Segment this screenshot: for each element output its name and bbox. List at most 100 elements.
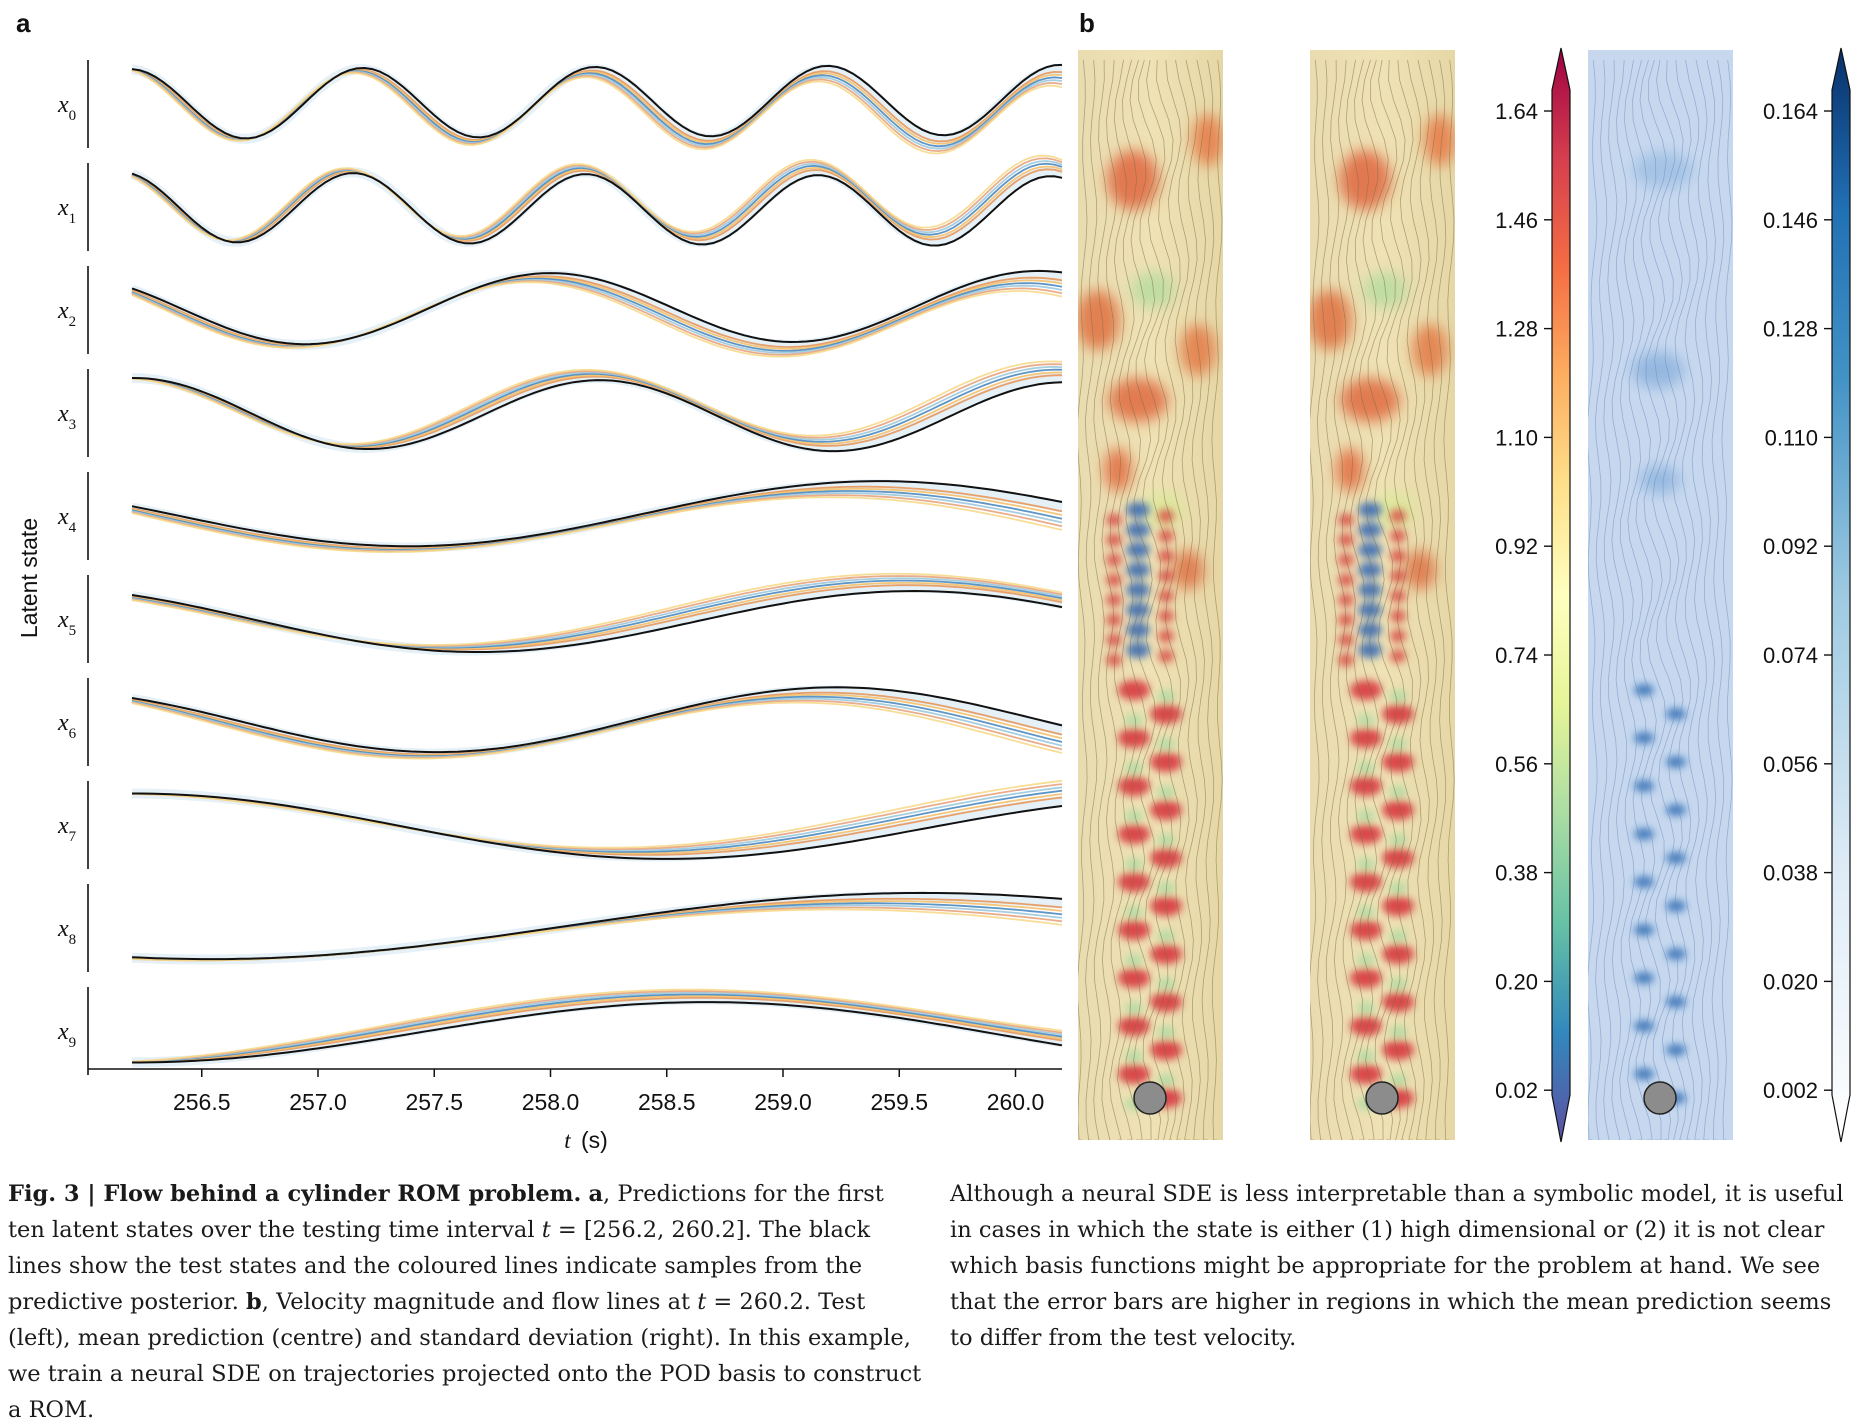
- flow-field-standard-deviation: [1588, 50, 1733, 1140]
- flow-background: [1310, 50, 1455, 1140]
- sample-line-x6: [131, 691, 1063, 756]
- figure-caption: Fig. 3 | Flow behind a cylinder ROM prob…: [8, 1176, 923, 1428]
- velocity-blobs: [1078, 114, 1223, 590]
- flow-field-mean-prediction: [1310, 50, 1455, 1140]
- test-line-x3: [131, 377, 1063, 453]
- row-x7: x7: [57, 779, 1063, 869]
- caption-a-label: a: [588, 1181, 604, 1207]
- colorbar-tick-label: 0.038: [1763, 861, 1818, 886]
- sample-line-x8: [131, 908, 1063, 962]
- colorbar-tick-label: 0.38: [1495, 861, 1538, 886]
- x-axis-unit: (s): [581, 1127, 608, 1153]
- sample-line-x8: [131, 906, 1063, 962]
- x-tick-label: 260.0: [987, 1089, 1045, 1115]
- test-line-x8: [131, 891, 1063, 961]
- sample-line-x8: [131, 897, 1063, 961]
- colorbar-tick-label: 1.10: [1495, 425, 1538, 450]
- row-x8: x8: [57, 884, 1063, 972]
- test-line-x9: [132, 1001, 1063, 1064]
- sample-line-x9: [131, 990, 1063, 1063]
- flow-field-test: [1078, 50, 1223, 1140]
- colorbar-tick-label: 0.092: [1763, 534, 1818, 559]
- caption-a-text-2: = [256.2, 260.2]. The black lines show t…: [8, 1217, 871, 1315]
- std-colorbar: 0.164 0.146 0.128 0.110 0.092 0.074 0.056 0.038…: [1763, 47, 1851, 1143]
- row-label-x5: x5: [57, 607, 76, 639]
- row-label-x0: x0: [57, 92, 76, 124]
- colorbar-tick-label: 1.28: [1495, 317, 1538, 342]
- velocity-blobs: [1632, 152, 1693, 494]
- caption-fig-label: Fig. 3 | Flow behind a cylinder ROM prob…: [8, 1181, 582, 1207]
- cylinder-obstacle: [1133, 1081, 1167, 1115]
- velocity-colorbar: 1.64 1.46 1.28 1.10 0.92 0.74 0.56 0.38 0.20 0.02: [1495, 47, 1571, 1143]
- row-x6: x6: [57, 678, 1064, 766]
- flow-lines: [1310, 59, 1455, 1140]
- sample-line-x9: [131, 988, 1063, 1063]
- colorbar-tick-label: 0.02: [1495, 1078, 1538, 1103]
- row-x1: x1: [57, 154, 1064, 251]
- row-label-x6: x6: [57, 710, 77, 742]
- std-colorbar-ticks: 0.164 0.146 0.128 0.110 0.092 0.074 0.056 0.038…: [1763, 99, 1832, 1103]
- colorbar-tick-label: 0.74: [1495, 643, 1538, 668]
- x-tick-label: 259.5: [870, 1089, 928, 1115]
- sample-line-x1: [131, 154, 1063, 242]
- panel-a-label: a: [16, 8, 31, 38]
- colorbar-tick-label: 0.164: [1763, 99, 1818, 124]
- colorbar-tick-label: 0.056: [1763, 752, 1818, 777]
- flow-background: [1078, 50, 1223, 1140]
- figure-3: a Latent state x0 x1 x2 x3 x4 x5 x6 x7 x8 x9 256.…: [16, 8, 1851, 1153]
- row-label-x4: x4: [57, 504, 77, 536]
- caption-b-text-2: = 260.2. Test (left), mean prediction (c…: [8, 1289, 922, 1423]
- velocity-colorbar-ticks: 1.64 1.46 1.28 1.10 0.92 0.74 0.56 0.38 0.20 0.02: [1495, 99, 1552, 1103]
- test-line-x6: [131, 686, 1063, 754]
- x-tick-label: 257.5: [405, 1089, 463, 1115]
- cylinder-obstacle: [1365, 1081, 1399, 1115]
- row-label-x8: x8: [57, 916, 76, 948]
- row-x5: x5: [57, 572, 1063, 663]
- caption-b-text-1: , Velocity magnitude and flow lines at: [261, 1289, 698, 1315]
- sample-line-x9: [131, 995, 1063, 1064]
- test-line-x4: [131, 480, 1063, 548]
- x-tick-label: 257.0: [289, 1089, 347, 1115]
- sample-line-x3: [131, 360, 1063, 446]
- row-label-x9: x9: [57, 1019, 76, 1051]
- std-colorbar-bar: [1831, 47, 1851, 1143]
- body-paragraph: Although a neural SDE is less interpreta…: [950, 1181, 1844, 1351]
- uncertainty-band-x6: [131, 685, 1064, 759]
- colorbar-tick-label: 0.146: [1763, 208, 1818, 233]
- sample-line-x2: [131, 281, 1063, 358]
- colorbar-tick-label: 0.128: [1763, 317, 1818, 342]
- row-label-x1: x1: [57, 195, 76, 227]
- row-x3: x3: [57, 360, 1063, 457]
- sample-line-x1: [131, 168, 1063, 243]
- test-line-x2: [131, 269, 1063, 346]
- row-label-x3: x3: [57, 401, 76, 433]
- velocity-colorbar-bar: [1551, 47, 1571, 1143]
- colorbar-tick-label: 0.020: [1763, 969, 1818, 994]
- colorbar-tick-label: 0.110: [1765, 425, 1818, 450]
- sample-line-x4: [131, 496, 1063, 554]
- uncertainty-band-x9: [131, 994, 1063, 1068]
- row-label-x2: x2: [57, 298, 76, 330]
- sample-line-x0: [131, 69, 1063, 155]
- flow-background: [1588, 50, 1733, 1140]
- row-label-x7: x7: [57, 813, 77, 845]
- row-x9: x9: [57, 987, 1063, 1075]
- x-tick-label: 259.0: [754, 1089, 812, 1115]
- x-axis-symbol: t: [564, 1128, 571, 1153]
- cylinder-obstacle: [1643, 1081, 1677, 1115]
- test-line-x0: [131, 63, 1063, 140]
- flow-lines: [1078, 59, 1223, 1140]
- caption-t-symbol-2: t: [697, 1289, 707, 1315]
- x-axis-ticks: 256.5 257.0 257.5 258.0 258.5 259.0 259.5 260.0: [173, 1069, 1044, 1115]
- latent-state-rows: x0 x1 x2 x3 x4 x5 x6 x7 x8 x9: [57, 60, 1064, 1075]
- colorbar-tick-label: 0.92: [1495, 534, 1538, 559]
- colorbar-tick-label: 0.56: [1495, 752, 1538, 777]
- caption-a-text-1: , Predictions for the first ten latent s…: [8, 1181, 884, 1243]
- sample-line-x9: [131, 996, 1063, 1064]
- panel-b-label: b: [1079, 8, 1095, 38]
- test-line-x7: [132, 792, 1063, 860]
- row-x2: x2: [57, 266, 1063, 358]
- sample-line-x8: [131, 904, 1063, 962]
- sample-line-x3: [131, 374, 1063, 449]
